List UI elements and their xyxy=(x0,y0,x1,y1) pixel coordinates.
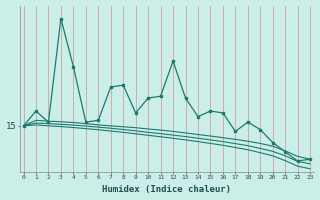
X-axis label: Humidex (Indice chaleur): Humidex (Indice chaleur) xyxy=(102,185,231,194)
